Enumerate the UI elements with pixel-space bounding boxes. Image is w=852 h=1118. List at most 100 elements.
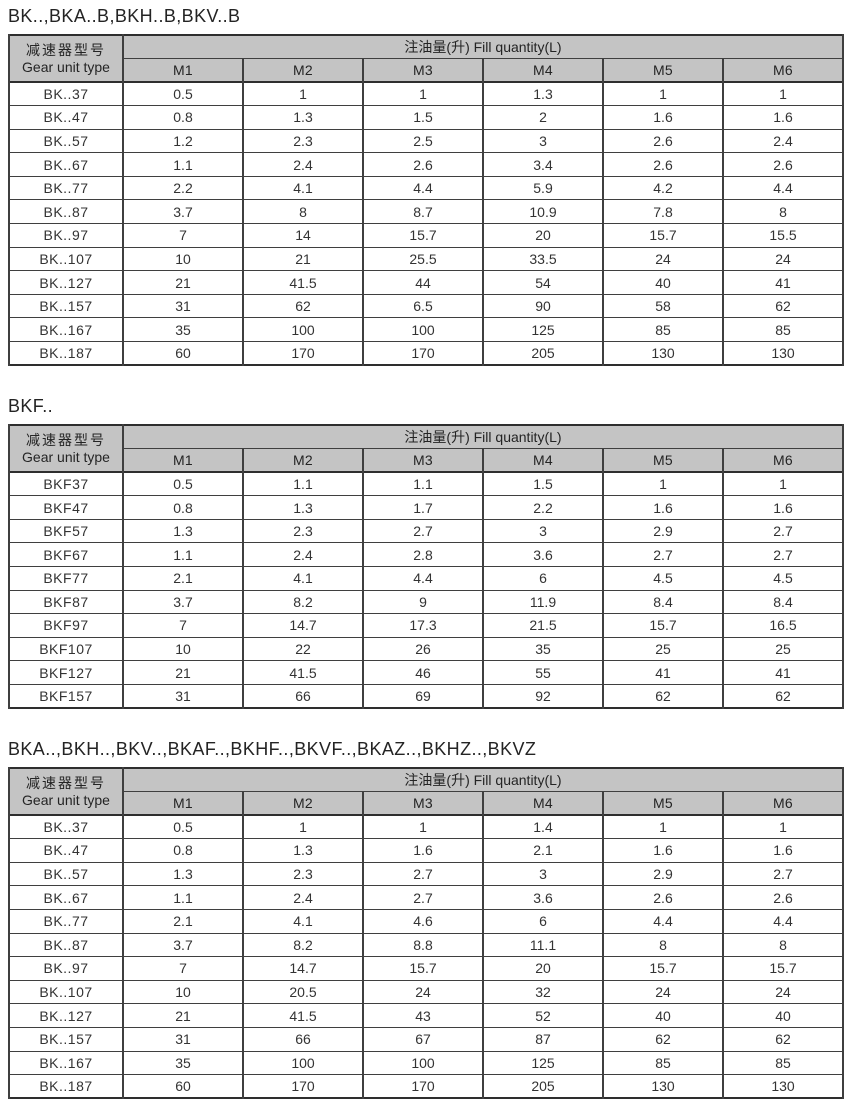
column-header-m3: M3 [362,790,484,816]
fill-value-cell: 170 [362,341,484,366]
fill-value-cell: 5.9 [482,175,604,201]
fill-value-cell: 3 [482,861,604,887]
fill-value-cell: 1.6 [362,838,484,863]
fill-value-cell: 1.3 [482,81,604,107]
fill-value-cell: 62 [242,293,364,319]
fill-value-cell: 1 [602,814,724,840]
fill-value-cell: 21 [122,1003,244,1028]
m-columns-row: M1 M2 M3 M4 M5 M6 [9,790,844,816]
fill-value-cell: 24 [722,979,844,1005]
fill-value-cell: 2.6 [602,885,724,910]
fill-value-cell: 3.6 [482,885,604,910]
fill-value-cell: 2.7 [722,861,844,887]
model-cell: BK..167 [8,317,124,343]
fill-value-cell: 8.8 [362,932,484,958]
fill-value-cell: 2.5 [362,128,484,154]
fill-value-cell: 1.4 [482,814,604,840]
table-row: BK..107 10 21 25.5 33.5 24 24 [8,246,844,272]
fill-value-cell: 2.9 [602,518,724,544]
fill-value-cell: 1.1 [122,885,244,910]
fill-value-cell: 1.3 [242,105,364,130]
fill-value-cell: 20 [482,956,604,981]
table-row: BKF157 31 66 69 92 62 62 [8,683,844,709]
model-cell: BKF77 [8,566,124,591]
fill-value-cell: 15.7 [602,223,724,248]
table-title: BKA..,BKH..,BKV..,BKAF..,BKHF..,BKVF..,B… [8,739,537,760]
fill-value-cell: 40 [602,1003,724,1028]
fill-value-cell: 4.2 [602,175,724,201]
model-cell: BKF37 [8,471,124,497]
model-cell: BK..157 [8,1026,124,1052]
fill-value-cell: 66 [242,683,364,709]
fill-value-cell: 14.7 [242,956,364,981]
fill-value-cell: 1.2 [122,128,244,154]
column-header-m3: M3 [362,57,484,83]
table-section-bkf: BKF.. 减速器型号 Gear unit type 注油量(升) Fill q… [8,396,844,710]
model-cell: BKF127 [8,660,124,685]
fill-value-cell: 2.7 [722,518,844,544]
fill-value-cell: 1 [242,81,364,107]
table-row: BK..47 0.8 1.3 1.5 2 1.6 1.6 [8,105,844,130]
fill-value-cell: 4.1 [242,908,364,934]
fill-value-cell: 62 [602,1026,724,1052]
column-header-m5: M5 [602,447,724,473]
model-cell: BK..77 [8,175,124,201]
model-cell: BK..77 [8,908,124,934]
fill-value-cell: 4.5 [722,566,844,591]
header-row-top: 减速器型号 Gear unit type 注油量(升) Fill quantit… [8,767,844,816]
fill-value-cell: 7 [122,613,244,638]
fill-value-cell: 2.2 [122,175,244,201]
fill-quantity-table: 减速器型号 Gear unit type 注油量(升) Fill quantit… [8,34,844,367]
fill-value-cell: 14.7 [242,613,364,638]
column-header-m4: M4 [482,57,604,83]
fill-value-cell: 15.7 [602,956,724,981]
model-cell: BK..157 [8,293,124,319]
table-body: BKF37 0.5 1.1 1.1 1.5 1 1 BKF47 0.8 1.3 1.7 2.2 1.6 1… [8,471,844,709]
model-cell: BK..107 [8,246,124,272]
fill-value-cell: 125 [482,1050,604,1076]
fill-value-cell: 66 [242,1026,364,1052]
fill-value-cell: 1 [722,814,844,840]
fill-value-cell: 0.8 [122,838,244,863]
table-row: BK..167 35 100 100 125 85 85 [8,317,844,343]
table-row: BK..67 1.1 2.4 2.6 3.4 2.6 2.6 [8,152,844,177]
fill-value-cell: 41 [722,270,844,295]
fill-value-cell: 21.5 [482,613,604,638]
fill-value-cell: 54 [482,270,604,295]
fill-value-cell: 205 [482,1074,604,1099]
fill-value-cell: 43 [362,1003,484,1028]
m-columns-row: M1 M2 M3 M4 M5 M6 [9,57,844,83]
fill-value-cell: 11.9 [482,589,604,615]
fill-value-cell: 0.8 [122,105,244,130]
model-cell: BK..47 [8,105,124,130]
fill-value-cell: 8 [242,199,364,225]
gear-unit-type-label-en: Gear unit type [22,791,110,808]
table-row: BK..87 3.7 8.2 8.8 11.1 8 8 [8,932,844,958]
fill-value-cell: 15.7 [602,613,724,638]
model-cell: BK..87 [8,932,124,958]
fill-value-cell: 1.5 [362,105,484,130]
fill-value-cell: 7 [122,956,244,981]
fill-value-cell: 2.4 [242,542,364,567]
fill-value-cell: 6 [482,908,604,934]
model-cell: BKF57 [8,518,124,544]
fill-value-cell: 46 [362,660,484,685]
model-cell: BK..167 [8,1050,124,1076]
model-cell: BK..67 [8,152,124,177]
fill-value-cell: 2.1 [122,566,244,591]
model-cell: BK..87 [8,199,124,225]
fill-value-cell: 170 [242,341,364,366]
column-header-m4: M4 [482,447,604,473]
model-cell: BK..97 [8,956,124,981]
fill-value-cell: 35 [122,1050,244,1076]
table-section-bk-series-b: BK..,BKA..B,BKH..B,BKV..B 减速器型号 Gear uni… [8,6,844,367]
model-cell: BKF67 [8,542,124,567]
fill-value-cell: 4.1 [242,566,364,591]
table-row: BK..107 10 20.5 24 32 24 24 [8,979,844,1005]
fill-value-cell: 2.6 [602,152,724,177]
fill-value-cell: 87 [482,1026,604,1052]
model-cell: BK..187 [8,1074,124,1099]
gear-unit-type-label-cn: 减速器型号 [26,774,106,791]
fill-value-cell: 0.5 [122,814,244,840]
